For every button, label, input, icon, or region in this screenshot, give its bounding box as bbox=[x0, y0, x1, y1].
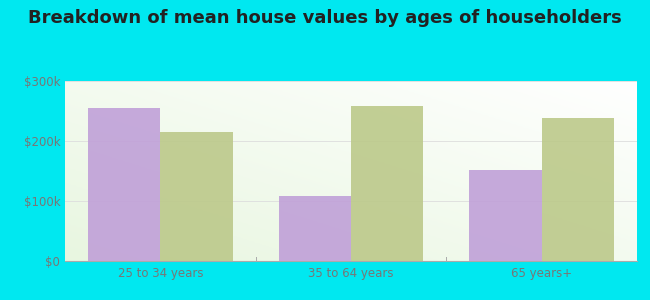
Bar bbox=[469, 170, 541, 261]
Text: Breakdown of mean house values by ages of householders: Breakdown of mean house values by ages o… bbox=[28, 9, 622, 27]
Bar bbox=[351, 106, 423, 261]
Bar bbox=[88, 108, 161, 261]
Bar bbox=[279, 196, 351, 261]
Bar bbox=[541, 118, 614, 261]
Bar bbox=[161, 132, 233, 261]
